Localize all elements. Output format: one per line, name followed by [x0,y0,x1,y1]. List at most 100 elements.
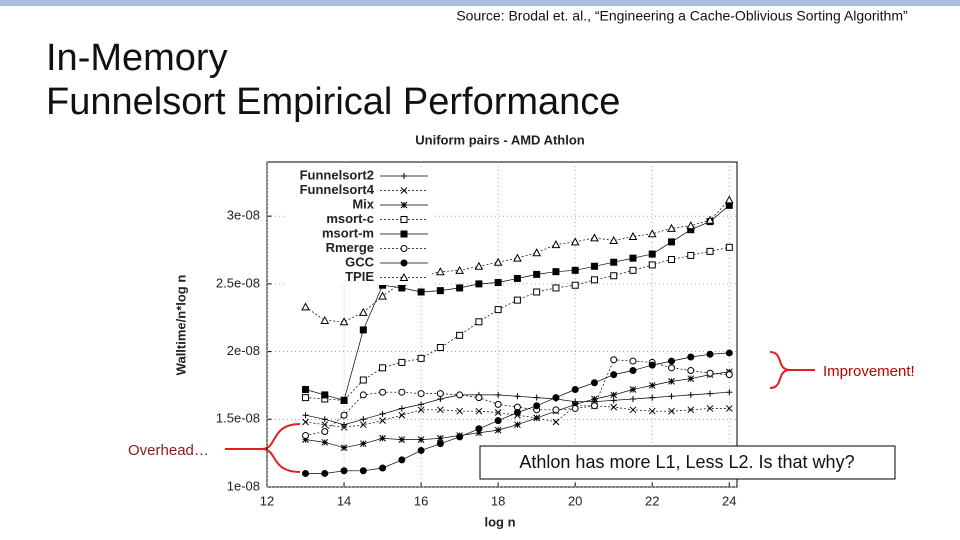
legend-bg [287,169,432,184]
improvement-note: Improvement! [823,363,915,380]
plot-frame [266,161,738,488]
legend-bg [287,227,432,242]
data-point [417,406,425,414]
data-point [649,394,656,401]
data-point [494,279,502,287]
y-tick-label: 2e-08 [227,343,260,358]
legend-bg [287,270,432,285]
data-point [398,388,406,396]
data-point [359,421,367,429]
data-point [725,243,733,251]
data-point [455,265,464,274]
data-point [571,401,579,408]
x-tick-label: 16 [414,493,428,508]
data-point [436,440,444,448]
legend-label: Mix [352,196,374,211]
data-point [321,416,328,423]
x-tick-label: 24 [722,493,736,508]
bracket [769,351,791,389]
overhead-note: Overhead… [128,442,209,459]
data-point [686,221,696,230]
data-point [648,250,656,258]
legend-bg [287,241,432,256]
data-point [417,436,425,443]
data-point [302,386,310,393]
data-point [551,240,561,249]
data-point [514,393,521,400]
data-point [552,284,560,292]
data-point [436,390,444,398]
data-point [513,253,522,262]
data-point [629,254,637,262]
data-point [610,403,618,411]
data-point [552,418,560,426]
data-point [629,266,637,274]
data-point [359,440,367,448]
x-tick-label: 22 [645,493,659,508]
data-point [648,361,656,369]
data-point [340,467,348,475]
data-point [629,357,637,365]
data-point [533,402,541,410]
y-tick-label: 1e-08 [227,478,260,493]
data-point [513,409,521,417]
data-point [321,469,329,477]
data-point [533,414,541,422]
data-point [610,272,618,280]
source-note: Source: Brodal et. al., “Engineering a C… [456,8,908,24]
data-point [417,288,425,296]
data-point [418,401,425,408]
legend-label: TPIE [345,269,374,284]
y-tick-label: 2.5e-08 [216,275,260,290]
data-point [610,391,618,399]
data-point [533,288,541,296]
data-point [475,429,483,437]
data-point [533,270,541,278]
bracket [261,423,301,473]
y-tick-label: 3e-08 [227,208,260,223]
data-point [687,251,695,259]
data-point [379,434,386,442]
x-tick-label: 18 [491,493,505,508]
legend-label: msort-m [322,225,374,240]
data-point [629,406,637,414]
data-point [590,379,598,387]
data-point [706,247,714,255]
data-point [687,375,695,383]
plot: 1e-08 1.5e-08 2e-08 2.5e-08 3e-08 12 14 16 18 20 2… [216,161,738,508]
data-point [302,436,309,443]
data-point [590,276,598,284]
data-point [725,349,733,357]
data-point [398,411,406,419]
data-point [705,215,715,224]
data-point [706,350,714,358]
data-point [474,261,484,270]
data-point [339,317,349,326]
data-point [590,233,599,242]
data-point [456,407,463,415]
data-point [725,371,733,379]
data-point [417,390,425,398]
data-point [552,268,560,276]
data-point [379,410,386,417]
data-point [437,434,444,442]
data-point [706,369,714,377]
data-point [571,281,579,289]
data-point [610,356,618,364]
data-point [590,262,598,270]
data-point [379,417,386,424]
data-point [475,425,483,433]
data-point [475,394,483,402]
data-point [571,266,579,274]
y-tick-label: 1.5e-08 [216,411,260,426]
callout-text: Athlon has more L1, Less L2. Is that why… [519,452,854,472]
data-point [648,261,656,269]
slide-title: In-Memory [46,37,228,79]
series-line [305,199,730,323]
data-point [302,418,309,426]
legend-label: GCC [345,254,375,269]
data-point [378,291,387,300]
data-point [379,388,387,396]
data-point [302,412,309,419]
slide-title: Funnelsort Empirical Performance [46,81,620,123]
